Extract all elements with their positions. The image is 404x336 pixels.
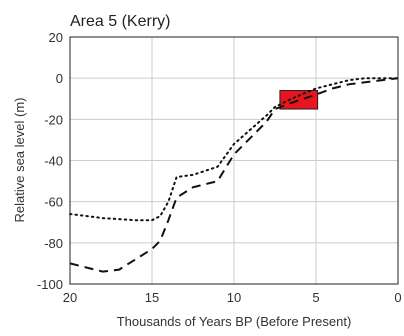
y-tick-label: -60 <box>44 195 63 210</box>
dashed-sea-level-line <box>69 77 399 273</box>
x-tick-label: 0 <box>394 290 401 305</box>
x-tick-label: 10 <box>227 290 241 305</box>
y-axis-label: Relative sea level (m) <box>12 98 27 223</box>
x-tick-labels: 20 15 10 5 0 <box>63 290 402 305</box>
chart-title: Area 5 (Kerry) <box>70 13 170 30</box>
annotations <box>279 90 319 110</box>
sea-level-index-box <box>279 90 319 110</box>
y-tick-label: -40 <box>44 154 63 169</box>
y-tick-labels: 20 0 -20 -40 -60 -80 -100 <box>37 30 63 292</box>
y-tick-label: 20 <box>49 30 63 45</box>
y-tick-label: -80 <box>44 236 63 251</box>
x-tick-label: 5 <box>312 290 319 305</box>
x-axis-label: Thousands of Years BP (Before Present) <box>117 314 352 329</box>
y-tick-label: -100 <box>37 277 63 292</box>
plot-frame <box>69 36 399 285</box>
x-tick-label: 20 <box>63 290 77 305</box>
series-lines <box>69 77 399 273</box>
y-tick-label: -20 <box>44 112 63 127</box>
grid <box>70 37 398 284</box>
x-tick-label: 15 <box>145 290 159 305</box>
y-tick-label: 0 <box>56 71 63 86</box>
dotted-sea-level-line <box>69 77 399 222</box>
